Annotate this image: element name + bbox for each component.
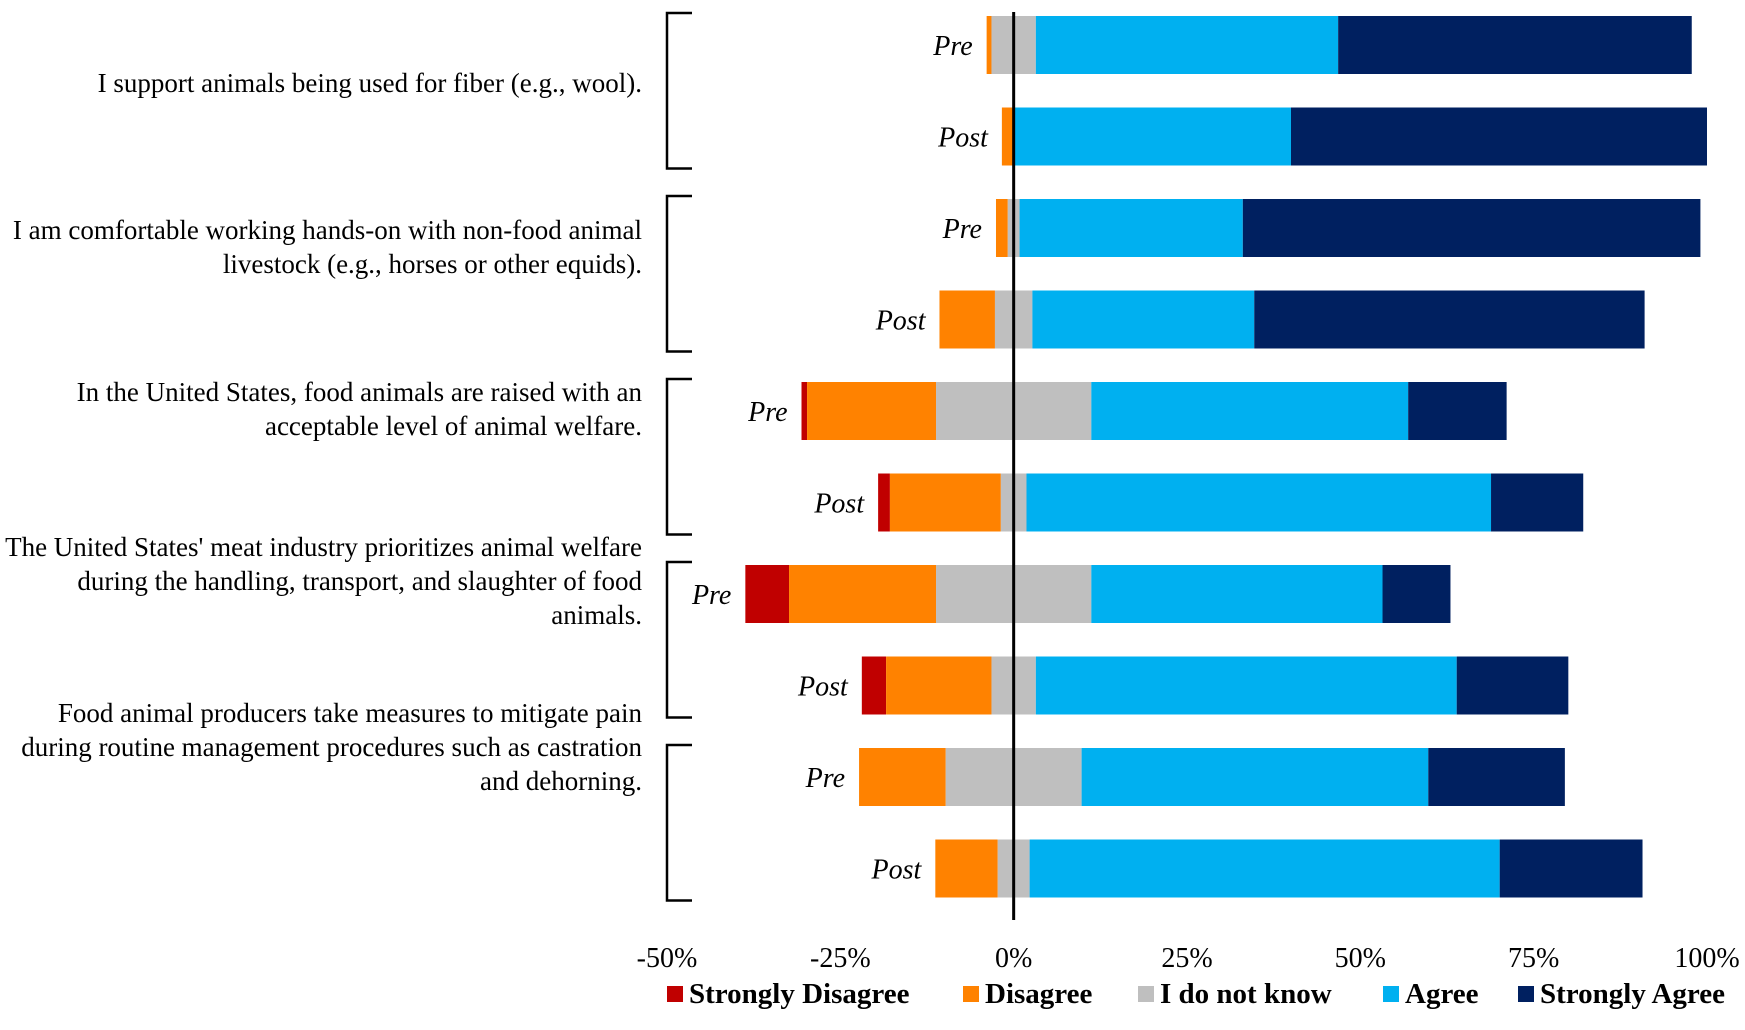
bar-g2-post-strongly-agree [1254, 290, 1645, 349]
bar-g2-pre-disagree [995, 199, 1008, 257]
bar-g4-post-strongly-agree [1456, 656, 1569, 715]
bar-g4-pre-strongly-agree [1382, 565, 1451, 623]
row-label-g3-post: Post [813, 489, 865, 520]
legend-item-strongly-agree: Strongly Agree [1518, 978, 1725, 1011]
statement-5-text: Food animal producers take measures to m… [21, 698, 642, 796]
statement-4-text: The United States' meat industry priorit… [5, 532, 642, 630]
statement-1-text: I support animals being used for fiber (… [97, 68, 642, 98]
group-bracket-4 [665, 560, 692, 719]
bar-g4-post-disagree [886, 656, 992, 715]
bar-g3-post-strongly-disagree [878, 473, 890, 532]
bar-g4-pre-disagree [789, 565, 937, 623]
x-tick-label-4: 50% [1335, 943, 1386, 974]
bar-g5-pre-agree [1081, 748, 1429, 806]
legend-item-i-do-not-know: I do not know [1138, 978, 1332, 1011]
legend-swatch-disagree [963, 986, 979, 1002]
legend-label-strongly-agree: Strongly Agree [1540, 978, 1726, 1010]
group-bracket-2 [665, 194, 692, 353]
bar-g1-pre-strongly-agree [1338, 16, 1692, 74]
bar-g1-pre-agree [1035, 16, 1339, 74]
bar-g4-pre-strongly-disagree [745, 565, 790, 623]
bar-g1-pre-disagree [986, 16, 992, 74]
group-bracket-5 [665, 743, 692, 902]
bar-g2-post-disagree [939, 290, 995, 349]
legend-label-agree: Agree [1405, 978, 1479, 1010]
legend-swatch-strongly-disagree [667, 986, 683, 1002]
bar-g4-post-agree [1035, 656, 1457, 715]
legend: Strongly Disagree Disagree I do not know… [0, 978, 1745, 1018]
legend-label-strongly-disagree: Strongly Disagree [689, 978, 910, 1010]
bar-g3-pre-agree [1091, 382, 1409, 440]
x-tick-label-5: 75% [1508, 943, 1559, 974]
row-label-g2-pre: Pre [942, 214, 982, 245]
x-tick-label-2: 0% [995, 943, 1032, 974]
row-label-g5-pre: Pre [805, 763, 845, 794]
row-label-g1-post: Post [937, 123, 989, 154]
statement-5: Food animal producers take measures to m… [0, 696, 642, 798]
statement-2-text: I am comfortable working hands-on with n… [12, 215, 642, 279]
bar-g2-post-agree [1032, 290, 1255, 349]
bar-g5-pre-disagree [859, 748, 946, 806]
bar-g4-pre-agree [1091, 565, 1383, 623]
bar-g3-pre-disagree [807, 382, 937, 440]
statement-3-text: In the United States, food animals are r… [76, 377, 642, 441]
bar-g2-pre-strongly-agree [1242, 199, 1701, 257]
row-label-g1-pre: Pre [932, 31, 972, 62]
legend-swatch-strongly-agree [1518, 986, 1534, 1002]
x-tick-label-3: 25% [1161, 943, 1212, 974]
statement-3: In the United States, food animals are r… [0, 375, 642, 443]
statement-2: I am comfortable working hands-on with n… [0, 213, 642, 281]
bar-g1-post-agree [1013, 107, 1291, 166]
bar-g2-pre-agree [1019, 199, 1243, 257]
row-label-g4-pre: Pre [691, 580, 731, 611]
bar-g4-post-strongly-disagree [861, 656, 887, 715]
bar-g5-post-disagree [935, 839, 998, 898]
bar-g3-post-strongly-agree [1491, 473, 1584, 532]
x-tick-label-6: 100% [1674, 943, 1739, 974]
bar-g5-pre-strongly-agree [1428, 748, 1565, 806]
bar-g5-post-strongly-agree [1499, 839, 1643, 898]
legend-item-disagree: Disagree [963, 978, 1092, 1011]
bar-g3-post-agree [1026, 473, 1492, 532]
legend-label-i-do-not-know: I do not know [1160, 978, 1332, 1010]
legend-swatch-agree [1383, 986, 1399, 1002]
statement-1: I support animals being used for fiber (… [0, 66, 642, 100]
legend-item-agree: Agree [1383, 978, 1479, 1011]
legend-item-strongly-disagree: Strongly Disagree [667, 978, 909, 1011]
legend-label-disagree: Disagree [985, 978, 1093, 1010]
row-label-g4-post: Post [797, 672, 849, 703]
bar-g1-post-disagree [1001, 107, 1014, 166]
x-tick-label-0: -50% [637, 943, 698, 974]
bar-g3-pre-strongly-disagree [801, 382, 808, 440]
group-bracket-3 [665, 377, 692, 536]
row-label-g3-pre: Pre [747, 397, 787, 428]
row-label-g5-post: Post [871, 855, 923, 886]
bar-g3-post-disagree [889, 473, 1001, 532]
bar-g3-pre-strongly-agree [1408, 382, 1507, 440]
statement-4: The United States' meat industry priorit… [0, 530, 642, 632]
bar-g1-post-strongly-agree [1291, 107, 1707, 166]
legend-swatch-i-do-not-know [1138, 986, 1154, 1002]
x-tick-label-1: -25% [810, 943, 871, 974]
bar-g5-post-agree [1029, 839, 1500, 898]
group-bracket-1 [665, 11, 692, 170]
row-label-g2-post: Post [875, 306, 927, 337]
